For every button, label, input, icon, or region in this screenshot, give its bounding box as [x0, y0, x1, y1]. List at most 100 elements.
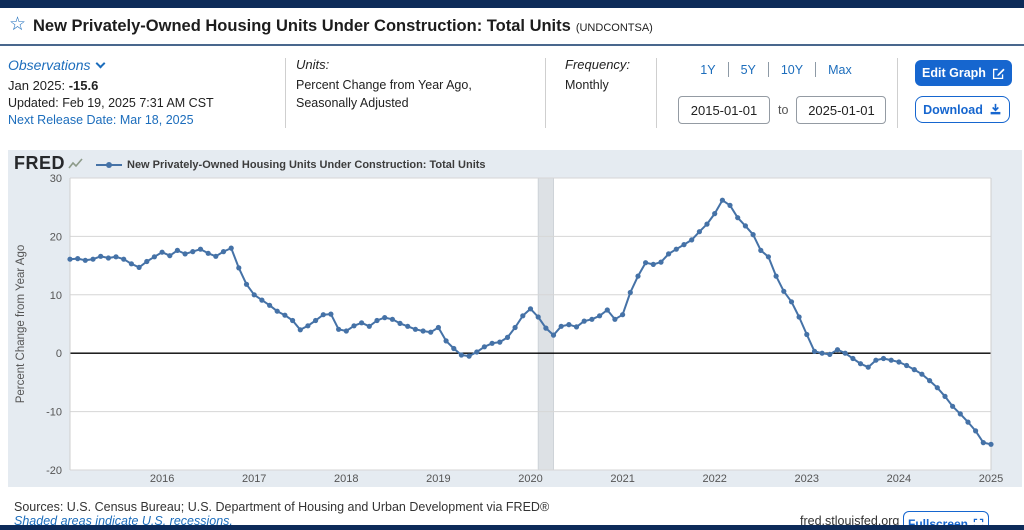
- data-point[interactable]: [566, 322, 572, 328]
- data-point[interactable]: [735, 215, 741, 221]
- data-point[interactable]: [666, 251, 672, 257]
- data-point[interactable]: [205, 250, 211, 256]
- data-point[interactable]: [850, 355, 856, 362]
- start-date-input[interactable]: [678, 96, 770, 124]
- data-point[interactable]: [950, 403, 956, 409]
- data-point[interactable]: [144, 258, 150, 265]
- next-release-link[interactable]: Next Release Date: Mar 18, 2025: [8, 113, 194, 127]
- data-point[interactable]: [313, 317, 319, 324]
- data-point[interactable]: [374, 317, 380, 324]
- data-point[interactable]: [382, 315, 388, 321]
- data-point[interactable]: [681, 242, 687, 248]
- data-point[interactable]: [535, 314, 541, 320]
- data-point[interactable]: [320, 312, 326, 318]
- data-point[interactable]: [259, 297, 265, 303]
- data-point[interactable]: [520, 313, 526, 319]
- data-point[interactable]: [904, 362, 910, 369]
- range-5y[interactable]: 5Y: [740, 62, 756, 77]
- data-point[interactable]: [497, 339, 503, 345]
- data-point[interactable]: [973, 428, 979, 434]
- data-point[interactable]: [965, 419, 971, 425]
- data-point[interactable]: [896, 359, 902, 365]
- data-point[interactable]: [197, 246, 204, 252]
- data-point[interactable]: [942, 393, 948, 399]
- data-point[interactable]: [297, 327, 303, 333]
- data-point[interactable]: [635, 273, 641, 279]
- data-point[interactable]: [121, 256, 127, 262]
- data-point[interactable]: [834, 347, 841, 353]
- data-point[interactable]: [236, 265, 242, 271]
- data-point[interactable]: [412, 326, 418, 332]
- data-point[interactable]: [927, 378, 933, 384]
- download-button[interactable]: Download: [915, 96, 1010, 123]
- data-point[interactable]: [435, 324, 441, 331]
- data-point[interactable]: [504, 334, 511, 340]
- end-date-input[interactable]: [796, 96, 887, 124]
- data-point[interactable]: [781, 288, 787, 294]
- data-point[interactable]: [251, 292, 257, 298]
- data-point[interactable]: [857, 361, 864, 367]
- data-point[interactable]: [336, 326, 342, 332]
- data-point[interactable]: [988, 441, 994, 447]
- data-point[interactable]: [612, 316, 618, 322]
- data-point[interactable]: [880, 355, 887, 362]
- data-point[interactable]: [650, 261, 656, 267]
- data-point[interactable]: [696, 229, 703, 235]
- data-point[interactable]: [643, 260, 649, 266]
- data-point[interactable]: [274, 308, 280, 314]
- data-point[interactable]: [796, 314, 802, 320]
- data-point[interactable]: [167, 253, 173, 259]
- data-point[interactable]: [888, 357, 894, 363]
- data-point[interactable]: [190, 249, 196, 255]
- data-point[interactable]: [750, 232, 756, 238]
- data-point[interactable]: [405, 323, 411, 329]
- data-point[interactable]: [282, 312, 288, 318]
- data-point[interactable]: [351, 323, 357, 329]
- data-point[interactable]: [765, 254, 772, 260]
- data-point[interactable]: [597, 313, 603, 319]
- data-point[interactable]: [788, 299, 795, 305]
- data-point[interactable]: [397, 320, 403, 326]
- data-point[interactable]: [458, 352, 464, 358]
- data-point[interactable]: [811, 348, 818, 354]
- data-point[interactable]: [804, 331, 810, 338]
- data-point[interactable]: [919, 371, 925, 377]
- data-point[interactable]: [627, 289, 633, 296]
- data-point[interactable]: [704, 221, 710, 227]
- data-point[interactable]: [527, 306, 534, 312]
- data-point[interactable]: [873, 357, 879, 363]
- recession-note-link[interactable]: Shaded areas indicate U.S. recessions.: [14, 514, 233, 528]
- data-point[interactable]: [359, 320, 365, 326]
- data-point[interactable]: [727, 202, 733, 208]
- data-point[interactable]: [543, 325, 549, 331]
- data-point[interactable]: [328, 311, 334, 317]
- data-point[interactable]: [689, 237, 695, 243]
- data-point[interactable]: [658, 259, 664, 265]
- data-point[interactable]: [182, 251, 188, 257]
- data-point[interactable]: [174, 247, 180, 253]
- data-point[interactable]: [90, 256, 96, 262]
- data-point[interactable]: [267, 302, 273, 308]
- data-point[interactable]: [343, 328, 349, 334]
- data-point[interactable]: [113, 254, 119, 260]
- data-point[interactable]: [604, 307, 610, 313]
- data-point[interactable]: [466, 353, 472, 359]
- data-point[interactable]: [489, 340, 495, 346]
- data-point[interactable]: [481, 344, 487, 350]
- data-point[interactable]: [550, 332, 557, 338]
- data-point[interactable]: [428, 329, 434, 335]
- data-point[interactable]: [220, 249, 227, 255]
- data-point[interactable]: [67, 256, 73, 262]
- data-point[interactable]: [159, 249, 165, 255]
- data-point[interactable]: [128, 261, 134, 267]
- range-10y[interactable]: 10Y: [780, 62, 804, 77]
- data-point[interactable]: [136, 264, 142, 270]
- data-point[interactable]: [474, 349, 480, 355]
- data-point[interactable]: [773, 273, 779, 279]
- favorite-star-icon[interactable]: ☆: [9, 14, 27, 35]
- data-point[interactable]: [151, 254, 157, 260]
- time-series-plot[interactable]: 30 20 10 0 -10 -20 2016 2017 2018 2019 2020 2021 202…: [8, 150, 1022, 487]
- data-point[interactable]: [819, 350, 825, 356]
- data-point[interactable]: [443, 338, 449, 344]
- data-point[interactable]: [213, 253, 219, 259]
